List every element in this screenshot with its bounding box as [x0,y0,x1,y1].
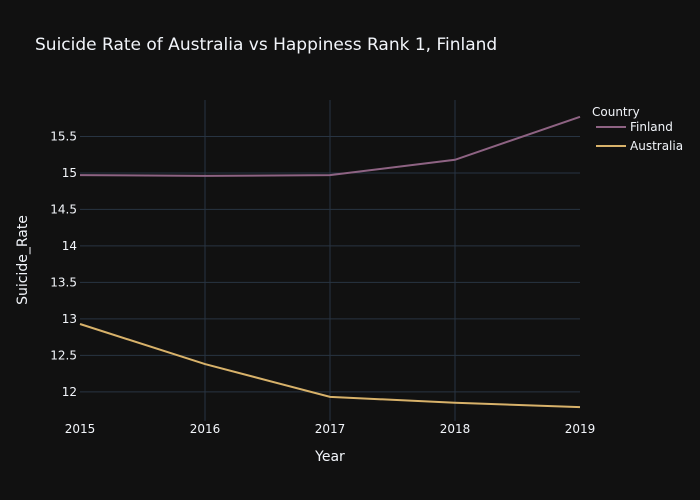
x-axis-ticks: 2015 2016 2017 2018 2019 [65,422,596,436]
y-axis-ticks: 12 12.5 13 13.5 14 14.5 15 15.5 [50,129,77,398]
series-lines [79,115,581,409]
y-tick-label: 13.5 [50,275,77,289]
x-tick-label: 2019 [565,422,596,436]
chart-title: Suicide Rate of Australia vs Happiness R… [35,35,497,55]
legend-title: Country [592,105,640,119]
series-line-finland [79,115,581,177]
y-tick-label: 12.5 [50,348,77,362]
y-tick-label: 14.5 [50,202,77,216]
grid [80,100,580,421]
x-axis-title: Year [314,449,345,465]
y-tick-label: 13 [62,312,77,326]
x-tick-label: 2016 [190,422,221,436]
x-tick-label: 2017 [315,422,346,436]
y-tick-label: 15.5 [50,129,77,143]
legend-label-finland: Finland [630,120,673,134]
y-tick-label: 12 [62,385,77,399]
x-tick-label: 2015 [65,422,96,436]
x-tick-label: 2018 [440,422,471,436]
legend: Country Finland Australia [592,105,683,153]
y-tick-label: 14 [62,239,77,253]
y-tick-label: 15 [62,166,77,180]
y-axis-title: Suicide_Rate [15,215,31,305]
series-line-australia [79,323,581,409]
legend-label-australia: Australia [630,139,683,153]
